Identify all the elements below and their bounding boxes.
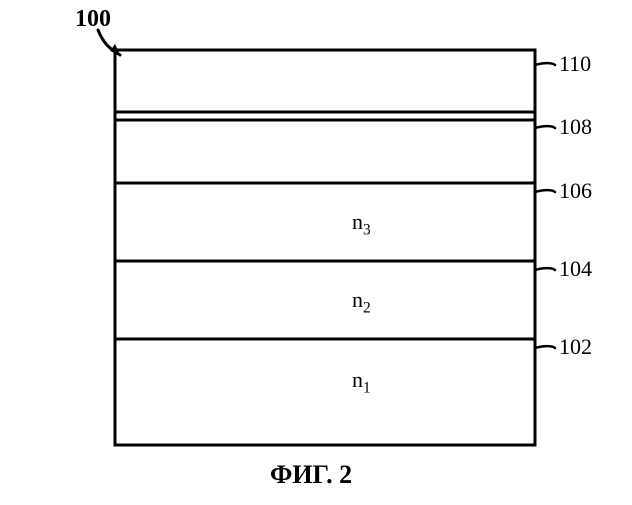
ref-number: 108: [559, 114, 592, 140]
assembly-ref-label: 100: [75, 6, 111, 33]
layer-label: n3: [352, 209, 371, 239]
figure-caption: ФИГ. 2: [270, 460, 352, 490]
diagram-svg: [0, 0, 632, 500]
ref-number: 110: [559, 51, 591, 77]
layer-label: n1: [352, 367, 371, 397]
ref-number: 104: [559, 256, 592, 282]
ref-number: 102: [559, 334, 592, 360]
figure-container: 100 n3 n2 n1 110 108 106 104 102 ФИГ. 2: [0, 0, 632, 500]
layer-label: n2: [352, 287, 371, 317]
ref-number: 106: [559, 178, 592, 204]
